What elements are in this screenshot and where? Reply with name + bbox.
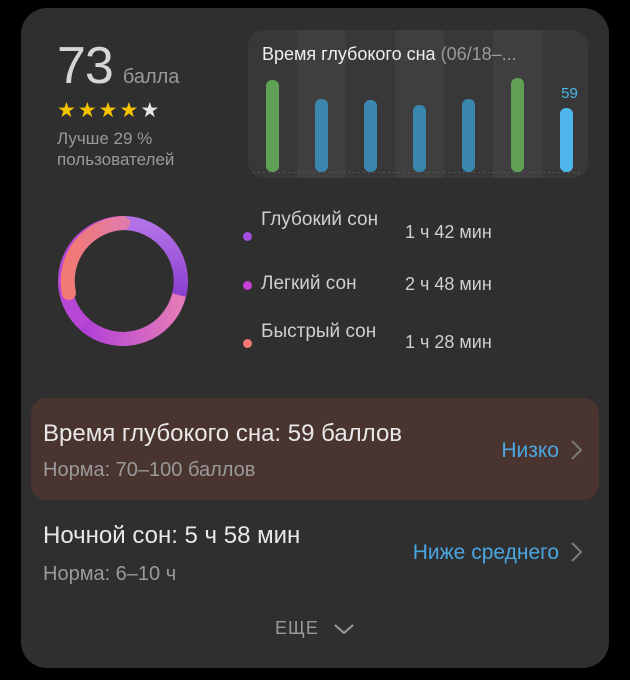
legend-label: Быстрый сон [261,321,377,342]
percentile-text: Лучше 29 % пользователей [57,129,175,169]
deep-sleep-bar-chart: 59 [248,30,588,178]
star-filled-icon: ★ [119,99,139,122]
legend-label: Глубокий сон [261,209,379,230]
row-title: Ночной сон: 5 ч 58 мин [43,522,301,549]
more-button[interactable]: ЕЩЕ [21,618,609,639]
score-value: 73 [57,37,114,95]
chart-date-range: (06/18–... [440,44,517,64]
donut-segment-light [80,293,186,346]
donut-segment-rem [60,216,130,300]
more-label: ЕЩЕ [275,618,319,638]
star-filled-icon: ★ [98,99,118,122]
light-sleep-dot-icon [243,281,252,290]
chart-bar [266,80,279,172]
deep-sleep-chart-card[interactable]: 59 Время глубокого сна (06/18–... [248,30,588,178]
sleep-summary-card: 73 балла ★ ★ ★ ★ ★ Лучше 29 % пользователей … [21,8,609,668]
chart-bar [315,99,328,172]
score-unit: балла [122,66,180,88]
row-status: Ниже среднего [412,541,559,564]
row-status: Низко [501,439,559,462]
chart-data-label: 59 [561,85,578,102]
deep-sleep-dot-icon [243,232,252,241]
donut-segment-deep [116,216,188,302]
legend-value: 1 ч 28 мин [405,332,492,352]
star-rating: ★ ★ ★ ★ ★ [57,100,257,122]
star-filled-icon: ★ [57,99,76,122]
legend-value: 2 ч 48 мин [405,274,492,294]
chart-bar [462,99,475,172]
donut-chart [58,216,188,346]
chart-bar [511,78,524,172]
deep-sleep-score-row[interactable]: Время глубокого сна: 59 баллов Норма: 70… [31,398,599,500]
chart-title-text: Время глубокого сна [262,44,436,64]
row-title: Время глубокого сна: 59 баллов [43,420,403,447]
rem-sleep-dot-icon [243,339,252,348]
chevron-down-icon [334,623,354,634]
star-empty-icon: ★ [140,99,160,122]
legend-value: 1 ч 42 мин [405,222,492,242]
sleep-stages-donut [55,213,191,349]
legend-label: Легкий сон [261,273,357,294]
deep-sleep-chart-title: Время глубокого сна (06/18–... [262,44,580,65]
chevron-right-icon [571,542,583,562]
chevron-right-icon [571,440,583,460]
chart-bar [364,100,377,172]
row-subtitle: Норма: 6–10 ч [43,563,177,585]
night-sleep-row[interactable]: Ночной сон: 5 ч 58 мин Норма: 6–10 ч Ниж… [31,508,599,600]
chart-bar [413,105,426,172]
star-filled-icon: ★ [77,99,97,122]
row-subtitle: Норма: 70–100 баллов [43,459,256,481]
chart-bar [560,108,573,172]
sleep-score: 73 балла ★ ★ ★ ★ ★ Лучше 29 % пользователей [57,36,257,170]
